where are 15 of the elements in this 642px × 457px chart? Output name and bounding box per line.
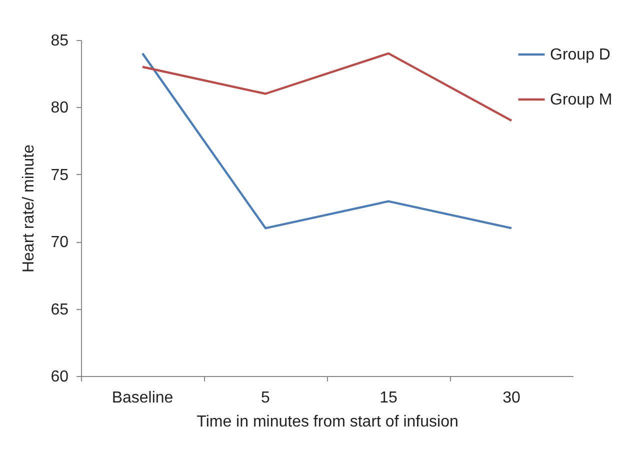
y-tick-label: 80	[50, 100, 69, 117]
legend-label: Group M	[550, 92, 612, 108]
legend-label: Group D	[550, 46, 610, 64]
x-tick-label: 30	[502, 390, 520, 406]
x-axis-title: Time in minutes from start of infusion	[196, 414, 458, 430]
y-tick-label: 70	[50, 234, 69, 252]
x-tick-label: 5	[261, 390, 270, 406]
x-tick-label: 15	[380, 390, 398, 406]
line-series	[141, 52, 513, 122]
y-tick-label: 85	[50, 32, 69, 50]
x-tick-label: Baseline	[112, 390, 174, 406]
y-tick-label: 65	[50, 301, 69, 318]
y-tick-label: 60	[50, 368, 69, 386]
y-tick-label: 75	[50, 166, 69, 184]
y-axis-title: Heart rate/ minute	[20, 144, 38, 273]
